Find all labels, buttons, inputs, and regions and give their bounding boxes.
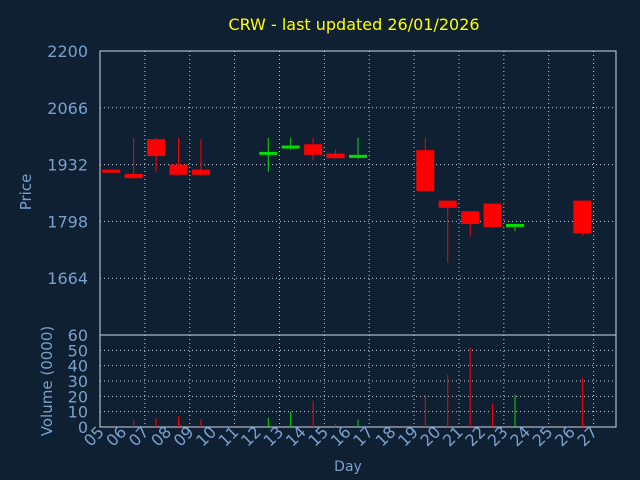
candle-body [573,200,592,234]
candle-body [147,139,166,157]
volume-tick-label: 20 [68,387,88,406]
price-axis-label: Price [17,174,35,211]
candle-body [461,211,480,224]
price-tick-label: 1664 [47,269,88,288]
price-tick-label: 2200 [47,42,88,61]
volume-tick-label: 60 [68,326,88,345]
volume-axis-label: Volume (0000) [38,326,56,436]
candle-body [191,169,210,175]
candle-body [281,145,300,149]
price-panel: 2200 2066 1932 1798 1664 [47,42,617,336]
candle-body [102,169,121,173]
candle-body [438,200,457,208]
candle-body [124,173,143,179]
x-axis-label: Day [334,459,362,475]
price-tick-label: 1932 [47,156,88,175]
price-tick-label: 1798 [47,212,88,231]
volume-tick-label: 0 [78,418,88,437]
volume-tick-label: 10 [68,403,88,422]
candle-body [304,144,323,155]
volume-tick-label: 50 [68,341,88,360]
volume-tick-label: 40 [68,357,88,376]
candle-body [416,150,435,191]
candle-body [349,154,367,158]
candle-body [326,153,345,159]
candle-body [483,203,502,227]
price-tick-label: 2066 [47,99,88,118]
chart-title: CRW - last updated 26/01/2026 [228,15,479,34]
candle-body [506,223,525,227]
candle-body [259,151,278,155]
volume-tick-label: 30 [68,372,88,391]
candle-body [169,164,188,175]
